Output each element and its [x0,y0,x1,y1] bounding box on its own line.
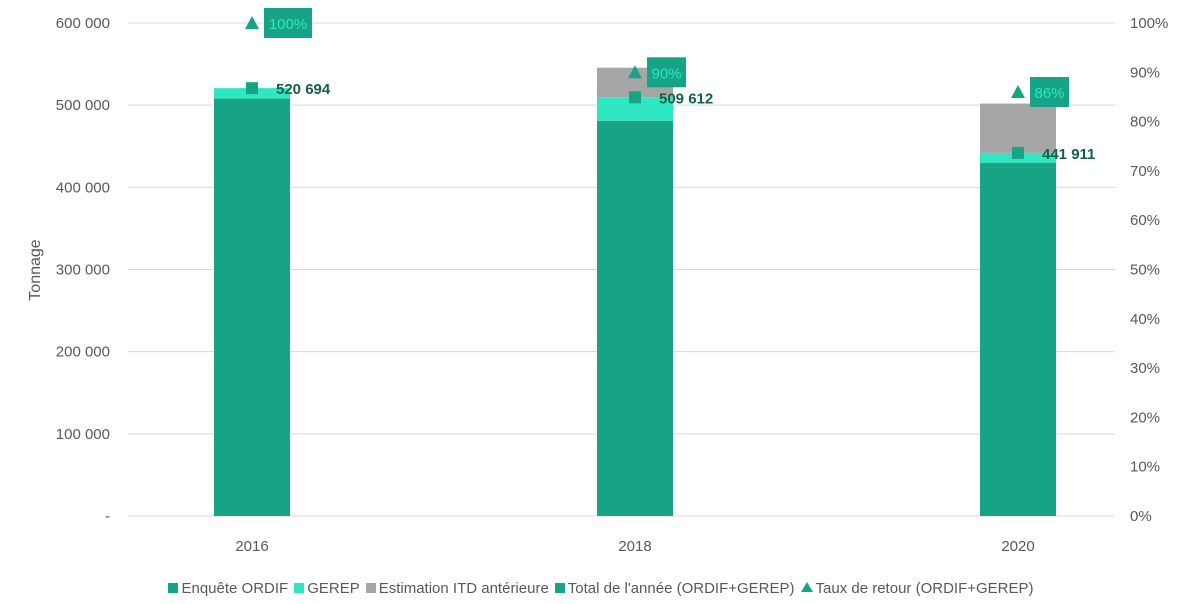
legend-label: GEREP [307,580,360,597]
bar-segment [597,120,673,517]
legend-label: Estimation ITD antérieure [378,580,549,597]
total-marker [629,91,641,104]
bar-segment [980,103,1056,153]
rate-data-label: 90% [651,65,681,82]
y-right-tick-label: 40% [1130,311,1160,328]
y-right-tick-label: 0% [1130,508,1152,525]
bar-segment [597,97,673,121]
rate-marker [245,16,259,29]
total-marker [1012,146,1024,159]
y-left-tick-label: 300 000 [56,262,110,279]
legend-swatch [800,582,813,592]
rate-data-label: 100% [269,16,307,33]
bar-segment [980,162,1056,516]
x-tick-label: 2020 [1001,538,1034,555]
rate-marker [1011,85,1025,99]
x-tick-label: 2016 [235,538,268,555]
rate-marker [628,65,642,79]
y-right-tick-label: 10% [1130,459,1160,476]
total-marker [246,82,258,95]
y-axis-title: Tonnage [27,239,44,300]
rate-label-box [647,57,686,88]
rate-label-box [264,8,312,38]
legend-label: Total de l'année (ORDIF+GEREP) [567,580,795,597]
chart-legend: Enquête ORDIF GEREP Estimation ITD antérie… [0,580,1202,597]
total-data-label: 520 694 [276,81,331,98]
y-left-tick-label: 500 000 [56,97,110,114]
y-right-tick-label: 20% [1130,409,1160,426]
legend-swatch [365,583,376,593]
x-tick-label: 2018 [618,538,651,555]
rate-data-label: 86% [1034,85,1064,102]
legend-swatch [294,583,305,593]
total-data-label: 509 612 [659,90,713,107]
legend-item: Enquête ORDIF [168,580,288,597]
rate-label-box [1030,77,1069,108]
y-left-tick-label: 100 000 [56,426,110,443]
legend-label: Taux de retour (ORDIF+GEREP) [815,580,1034,597]
legend-label: Enquête ORDIF [181,580,289,597]
legend-item: Estimation ITD antérieure [365,580,549,597]
y-left-tick-label: - [105,508,110,525]
y-right-tick-label: 60% [1130,212,1160,229]
legend-swatch [168,583,179,593]
y-right-tick-label: 90% [1130,64,1160,81]
y-right-tick-label: 50% [1130,262,1160,279]
total-data-label: 441 911 [1042,146,1095,163]
legend-swatch [554,583,565,593]
y-left-tick-label: 400 000 [56,179,110,196]
y-left-tick-label: 200 000 [56,344,110,361]
bar-segment [214,98,290,517]
legend-item: Taux de retour (ORDIF+GEREP) [800,580,1034,597]
y-right-tick-label: 100% [1130,15,1168,32]
y-left-tick-label: 600 000 [56,15,110,32]
legend-item: Total de l'année (ORDIF+GEREP) [554,580,795,597]
y-right-tick-label: 70% [1130,163,1160,180]
y-right-tick-label: 80% [1130,114,1160,131]
y-right-tick-label: 30% [1130,360,1160,377]
legend-item: GEREP [294,580,360,597]
